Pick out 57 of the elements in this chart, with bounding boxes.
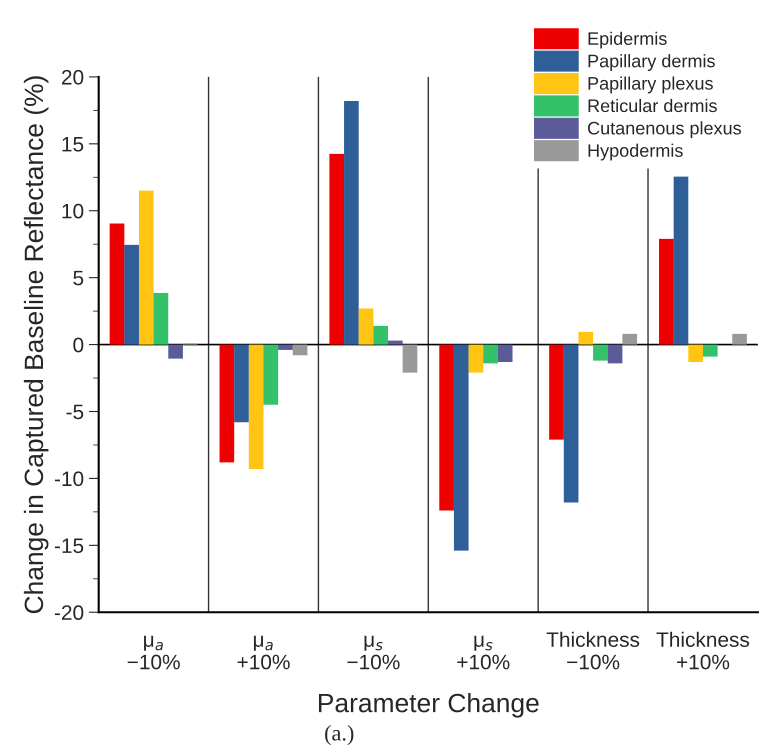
bar: [439, 344, 454, 511]
y-tick-label: -10: [54, 471, 84, 486]
y-tick-label: 10: [62, 204, 84, 218]
bar: [402, 344, 418, 373]
bar: [168, 344, 183, 359]
x-tick-label: μ$_{s}$ +10%: [457, 636, 510, 670]
bar: [329, 154, 344, 345]
x-axis-title: Parameter Change: [318, 692, 539, 718]
bar: [138, 190, 154, 345]
bar: [110, 223, 124, 345]
legend-label: Cutanenous plexus: [588, 121, 741, 138]
bar: [688, 344, 703, 362]
bar: [593, 344, 608, 361]
bar: [468, 344, 484, 373]
bar: [388, 340, 403, 345]
legend-label: Reticular dermis: [588, 98, 717, 112]
bar: [608, 344, 622, 364]
bar: [154, 293, 168, 345]
x-tick-label: μ$_{s}$ −10%: [347, 636, 400, 670]
x-tick-label: Thickness +10%: [656, 632, 750, 670]
bar: [124, 244, 139, 345]
bar: [248, 344, 264, 470]
y-tick-label: -20: [54, 605, 84, 620]
y-tick-label: -5: [66, 404, 84, 420]
bar: [578, 332, 594, 345]
bar: [454, 344, 469, 551]
bar: [702, 344, 718, 357]
bar: [498, 344, 513, 362]
y-tick-label: -15: [54, 538, 84, 554]
bar: [549, 344, 564, 440]
x-tick-label: μ$_{a}$ +10%: [238, 636, 290, 670]
bar: [220, 344, 234, 462]
y-tick-label: 15: [62, 137, 84, 152]
y-tick-label: 20: [62, 70, 84, 85]
bar: [344, 101, 359, 345]
y-axis-title: Change in Captured Baseline Reflectance (%): [24, 76, 48, 614]
bar: [659, 238, 674, 345]
bar: [564, 344, 578, 503]
y-tick-label: 0: [73, 338, 84, 352]
bar: [483, 344, 498, 364]
legend-label: Epidermis: [588, 32, 667, 49]
bar: [358, 308, 374, 345]
bar: [263, 344, 278, 405]
bar: [622, 334, 638, 345]
x-tick-label: μ$_{a}$ −10%: [128, 636, 180, 670]
bar: [292, 344, 308, 356]
bar: [234, 344, 249, 422]
y-tick-label: 5: [73, 270, 84, 286]
bar: [278, 344, 293, 350]
x-tick-label: Thickness −10%: [546, 632, 640, 670]
bar: [373, 326, 388, 345]
legend-label: Papillary dermis: [588, 54, 715, 71]
bar: [732, 334, 747, 345]
bar: [674, 176, 688, 345]
legend-label: Papillary plexus: [588, 76, 713, 94]
text: (a.): [325, 725, 354, 746]
legend-label: Hypodermis: [588, 144, 683, 160]
